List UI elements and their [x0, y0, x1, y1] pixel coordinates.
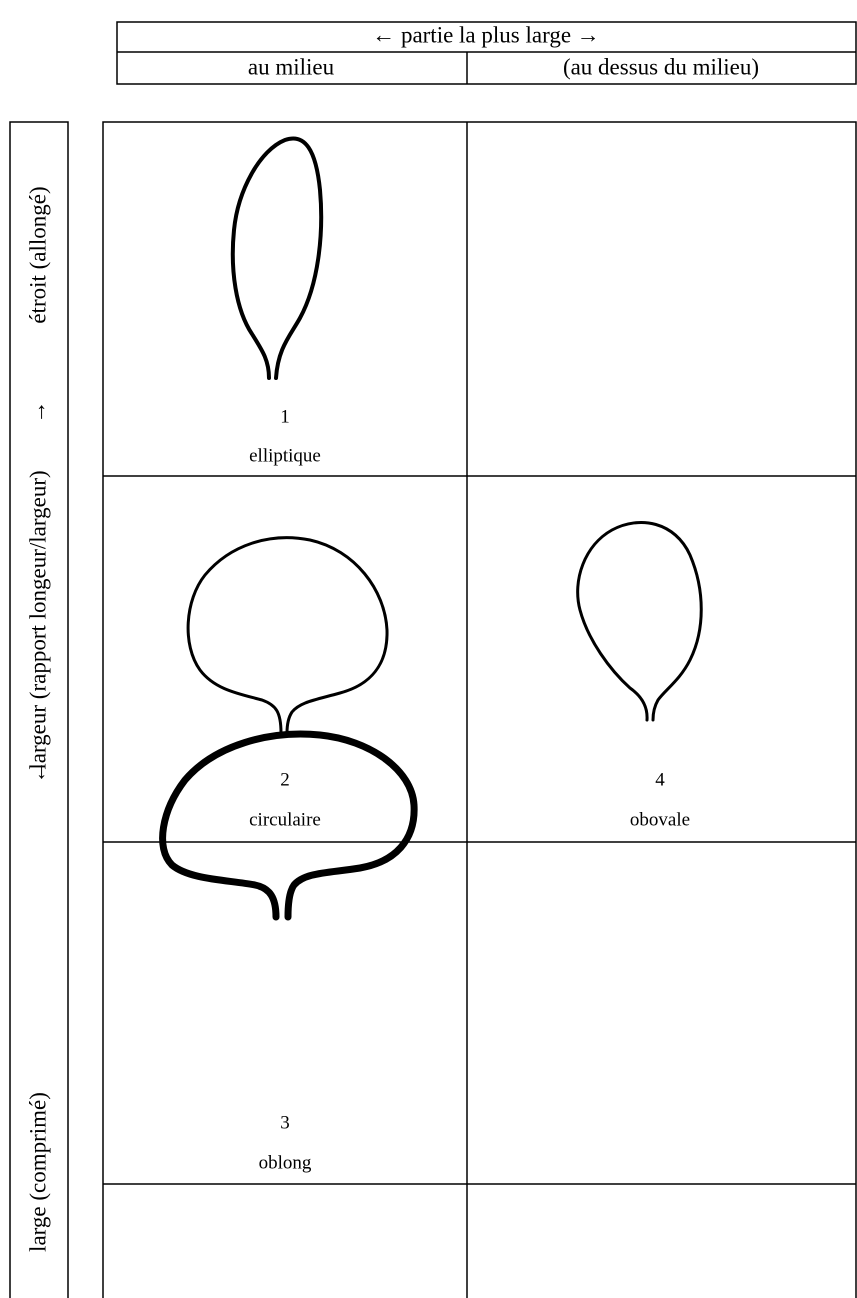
side-text: large (comprimé) — [25, 1092, 50, 1252]
cell-number: 3 — [280, 1112, 290, 1133]
side-text: largeur (rapport longeur/largeur) — [25, 470, 50, 769]
cell-number: 4 — [655, 769, 665, 790]
cell-number: 2 — [280, 769, 290, 790]
side-text: étroit (allongé) — [25, 186, 50, 323]
cell-number: 1 — [280, 406, 290, 427]
cell-name: circulaire — [249, 809, 321, 830]
header-title: ← partie la plus large → — [372, 22, 600, 47]
side-arrow: ← — [25, 761, 50, 784]
column-header: (au dessus du milieu) — [563, 54, 759, 79]
side-arrow: → — [25, 401, 50, 424]
leaf-oblong — [159, 730, 418, 921]
cell-name: elliptique — [249, 445, 321, 466]
cell-name: oblong — [259, 1152, 312, 1173]
leaf-circular — [186, 536, 389, 735]
side-label: étroit (allongé) → largeur (rapport long… — [25, 186, 50, 1252]
table-lines — [9, 21, 857, 1298]
column-header: au milieu — [248, 54, 335, 79]
cell-name: obovale — [630, 809, 690, 830]
leaf-obovate — [576, 521, 703, 722]
leaf-elliptic — [230, 136, 324, 380]
